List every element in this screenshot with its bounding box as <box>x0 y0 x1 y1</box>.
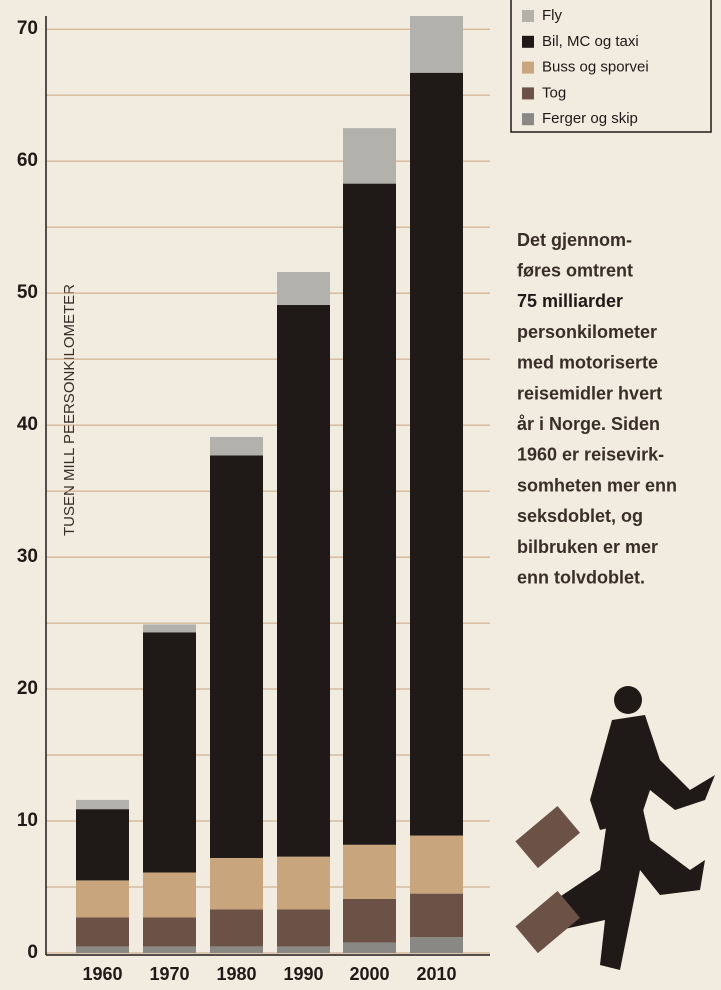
legend-label: Tog <box>542 84 566 101</box>
x-tick-label: 1980 <box>216 964 256 984</box>
annotation-line: år i Norge. Siden <box>517 414 660 434</box>
bar-segment <box>277 305 330 857</box>
bar-segment <box>410 893 463 938</box>
bar-segment <box>210 909 263 947</box>
y-tick-label: 10 <box>17 810 38 831</box>
bar-segment <box>410 835 463 894</box>
bar-segment <box>343 183 396 845</box>
bar-segment <box>76 799 129 810</box>
x-tick-label: 1960 <box>82 964 122 984</box>
x-tick-label: 1970 <box>149 964 189 984</box>
bar-segment <box>210 946 263 953</box>
y-tick-label: 40 <box>17 414 38 435</box>
bar-segment <box>76 946 129 953</box>
legend-label: Bil, MC og taxi <box>542 33 639 50</box>
legend-swatch <box>522 87 534 100</box>
legend-label: Fly <box>542 7 562 24</box>
bar-segment <box>410 937 463 953</box>
y-tick-label: 50 <box>17 282 38 303</box>
bar-segment <box>76 809 129 881</box>
annotation-line: med motoriserte <box>517 353 658 373</box>
legend-swatch <box>522 113 534 126</box>
annotation-line: enn tolvdoblet. <box>517 567 645 587</box>
annotation-line: 75 milliarder <box>517 291 623 311</box>
annotation-line: personkilometer <box>517 322 657 342</box>
annotation-line: somheten mer enn <box>517 475 677 495</box>
bar-segment <box>143 872 196 918</box>
x-tick-label: 2000 <box>349 964 389 984</box>
annotation-line: 1960 er reisevirk- <box>517 445 664 465</box>
bar-segment <box>277 946 330 953</box>
legend-swatch <box>522 10 534 22</box>
bar-segment <box>343 898 396 943</box>
bar-segment <box>143 946 196 953</box>
bar-segment <box>210 455 263 858</box>
bar-segment <box>210 436 263 456</box>
annotation-line: Det gjennom- <box>517 230 632 250</box>
bar-segment <box>210 857 263 910</box>
annotation-line: bilbruken er mer <box>517 537 658 557</box>
bar-segment <box>76 917 129 947</box>
legend-label: Ferger og skip <box>542 110 638 127</box>
annotation-line: seksdoblet, og <box>517 506 643 526</box>
legend-box <box>510 0 712 133</box>
bar-segment <box>277 856 330 910</box>
bar-segment <box>277 272 330 306</box>
y-tick-label: 70 <box>17 18 38 39</box>
legend-swatch <box>522 35 534 48</box>
illustration <box>515 686 715 970</box>
y-tick-label: 60 <box>17 150 38 171</box>
bar-segment <box>277 909 330 947</box>
bar-segment <box>343 128 396 184</box>
annotation-line: føres omtrent <box>517 260 633 280</box>
bar-segment <box>410 72 463 836</box>
legend-swatch <box>522 61 534 74</box>
bar-segment <box>410 16 463 73</box>
bar-segment <box>343 942 396 953</box>
x-tick-label: 2010 <box>416 964 456 984</box>
bar-segment <box>143 632 196 873</box>
x-tick-label: 1990 <box>283 964 323 984</box>
y-tick-label: 20 <box>17 678 38 699</box>
bar-segment <box>143 624 196 633</box>
bar-segment <box>343 844 396 899</box>
y-tick-label: 30 <box>17 546 38 567</box>
y-tick-label: 0 <box>27 942 38 963</box>
annotation-line: reisemidler hvert <box>517 383 662 403</box>
bar-segment <box>143 917 196 947</box>
bar-segment <box>76 880 129 918</box>
legend-label: Buss og sporvei <box>542 59 649 76</box>
y-axis-label: TUSEN MILL PEERSONKILOMETER <box>61 284 78 536</box>
